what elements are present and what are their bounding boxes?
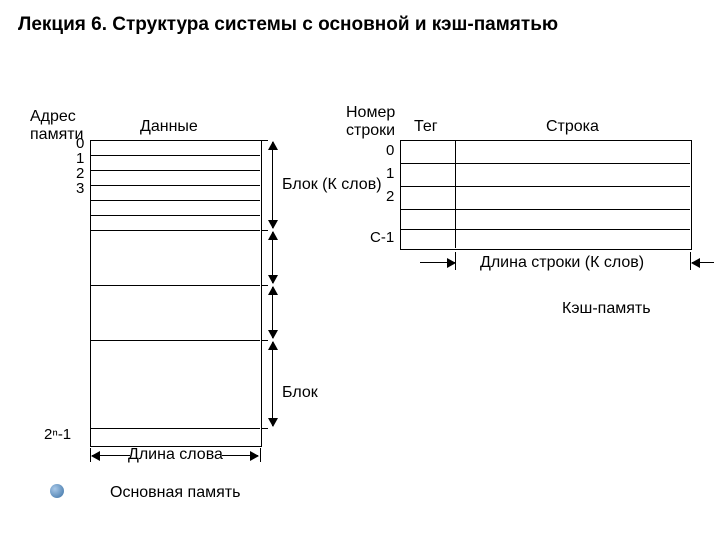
mm-block2-label: Блок [282, 384, 318, 402]
main-memory-box [90, 140, 262, 447]
mm-gap2-arrow [272, 342, 273, 426]
cache-linelen-label: Длина строки (К слов) [480, 254, 644, 272]
mm-caption: Основная память [110, 484, 240, 502]
mm-addr-3: 3 [76, 180, 84, 197]
cache-row-line [400, 229, 690, 230]
mm-row-line [90, 200, 260, 201]
mm-gap-arrow [272, 232, 273, 283]
mm-wordlen-arrow-r [222, 455, 258, 456]
mm-block1-tick-top [262, 140, 268, 141]
mm-row-line [90, 215, 260, 216]
cache-ln-0: 0 [386, 142, 394, 159]
page-title: Лекция 6. Структура системы с основной и… [18, 14, 558, 36]
mm-row-line [90, 155, 260, 156]
cache-line-header: Строка [546, 118, 599, 136]
mm-last-addr: 2ⁿ-1 [44, 426, 71, 443]
mm-row-line [90, 340, 260, 341]
mm-row-line [90, 285, 260, 286]
mm-wordlen-arrow-l [92, 455, 130, 456]
cache-linelen-tick-l [455, 252, 456, 270]
mm-wordlen-tick-l [90, 448, 91, 462]
cache-ln-1: 1 [386, 165, 394, 182]
cache-tag-divider [455, 140, 456, 248]
cache-linelen-arrow-r [692, 262, 714, 263]
cache-lineno-header: Номер строки [346, 104, 395, 140]
mm-row-line [90, 170, 260, 171]
cache-row-line [400, 163, 690, 164]
cache-ln-last: С-1 [370, 229, 394, 246]
cache-linelen-arrow-l [420, 262, 455, 263]
mm-row-line [90, 185, 260, 186]
cache-row-line [400, 186, 690, 187]
mm-row-line [90, 428, 260, 429]
mm-gap2-tick [262, 428, 268, 429]
mm-block1-label: Блок (К слов) [282, 176, 382, 194]
mm-row-line [90, 230, 260, 231]
cache-caption: Кэш-память [562, 300, 651, 318]
main-data-header: Данные [140, 118, 198, 136]
bullet-icon [50, 484, 64, 498]
mm-block1-arrow [272, 142, 273, 228]
cache-ln-2: 2 [386, 188, 394, 205]
mm-wordlen-label: Длина слова [128, 446, 223, 464]
cache-row-line [400, 209, 690, 210]
mm-block2-arrow [272, 287, 273, 338]
cache-box [400, 140, 692, 250]
cache-linelen-tick-r [690, 252, 691, 270]
mm-wordlen-tick-r [260, 448, 261, 462]
cache-tag-header: Тег [414, 118, 438, 136]
